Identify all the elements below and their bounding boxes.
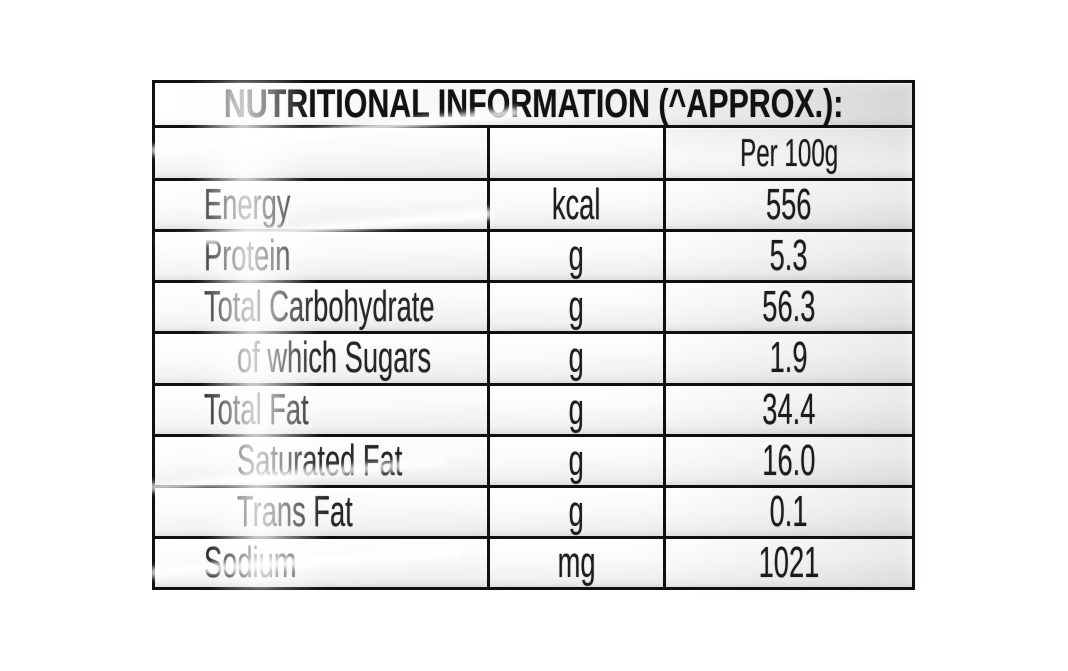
unit-trans-fat: g xyxy=(490,487,663,536)
column-header-per-100g: Per 100g xyxy=(666,128,912,178)
nutrient-label-energy: Energy xyxy=(155,181,487,230)
nutrient-label-sodium: Sodium xyxy=(155,538,487,587)
nutrient-label-of-which-sugars: of which Sugars xyxy=(155,334,487,383)
amount-total-fat: 34.4 xyxy=(666,385,912,434)
amount-energy: 556 xyxy=(666,181,912,230)
table-title-row: NUTRITIONAL INFORMATION (^APPROX.): xyxy=(155,83,912,125)
unit-protein: g xyxy=(490,232,663,281)
nutrient-label-protein: Protein xyxy=(155,232,487,281)
column-header-unit xyxy=(490,128,663,178)
nutrient-label-total-carbohydrate: Total Carbohydrate xyxy=(155,283,487,332)
unit-total-carbohydrate: g xyxy=(490,283,663,332)
amount-sodium: 1021 xyxy=(666,538,912,587)
nutrient-label-trans-fat: Trans Fat xyxy=(155,487,487,536)
amount-trans-fat: 0.1 xyxy=(666,487,912,536)
column-header-nutrient xyxy=(155,128,487,178)
unit-total-fat: g xyxy=(490,385,663,434)
unit-of-which-sugars: g xyxy=(490,334,663,383)
amount-total-carbohydrate: 56.3 xyxy=(666,283,912,332)
unit-energy: kcal xyxy=(490,181,663,230)
nutrient-label-saturated-fat: Saturated Fat xyxy=(155,436,487,485)
nutrient-label-total-fat: Total Fat xyxy=(155,385,487,434)
nutrition-table: NUTRITIONAL INFORMATION (^APPROX.): Per … xyxy=(152,80,915,590)
amount-protein: 5.3 xyxy=(666,232,912,281)
unit-saturated-fat: g xyxy=(490,436,663,485)
table-title: NUTRITIONAL INFORMATION (^APPROX.): xyxy=(223,83,844,125)
amount-of-which-sugars: 1.9 xyxy=(666,334,912,383)
amount-saturated-fat: 16.0 xyxy=(666,436,912,485)
unit-sodium: mg xyxy=(490,538,663,587)
